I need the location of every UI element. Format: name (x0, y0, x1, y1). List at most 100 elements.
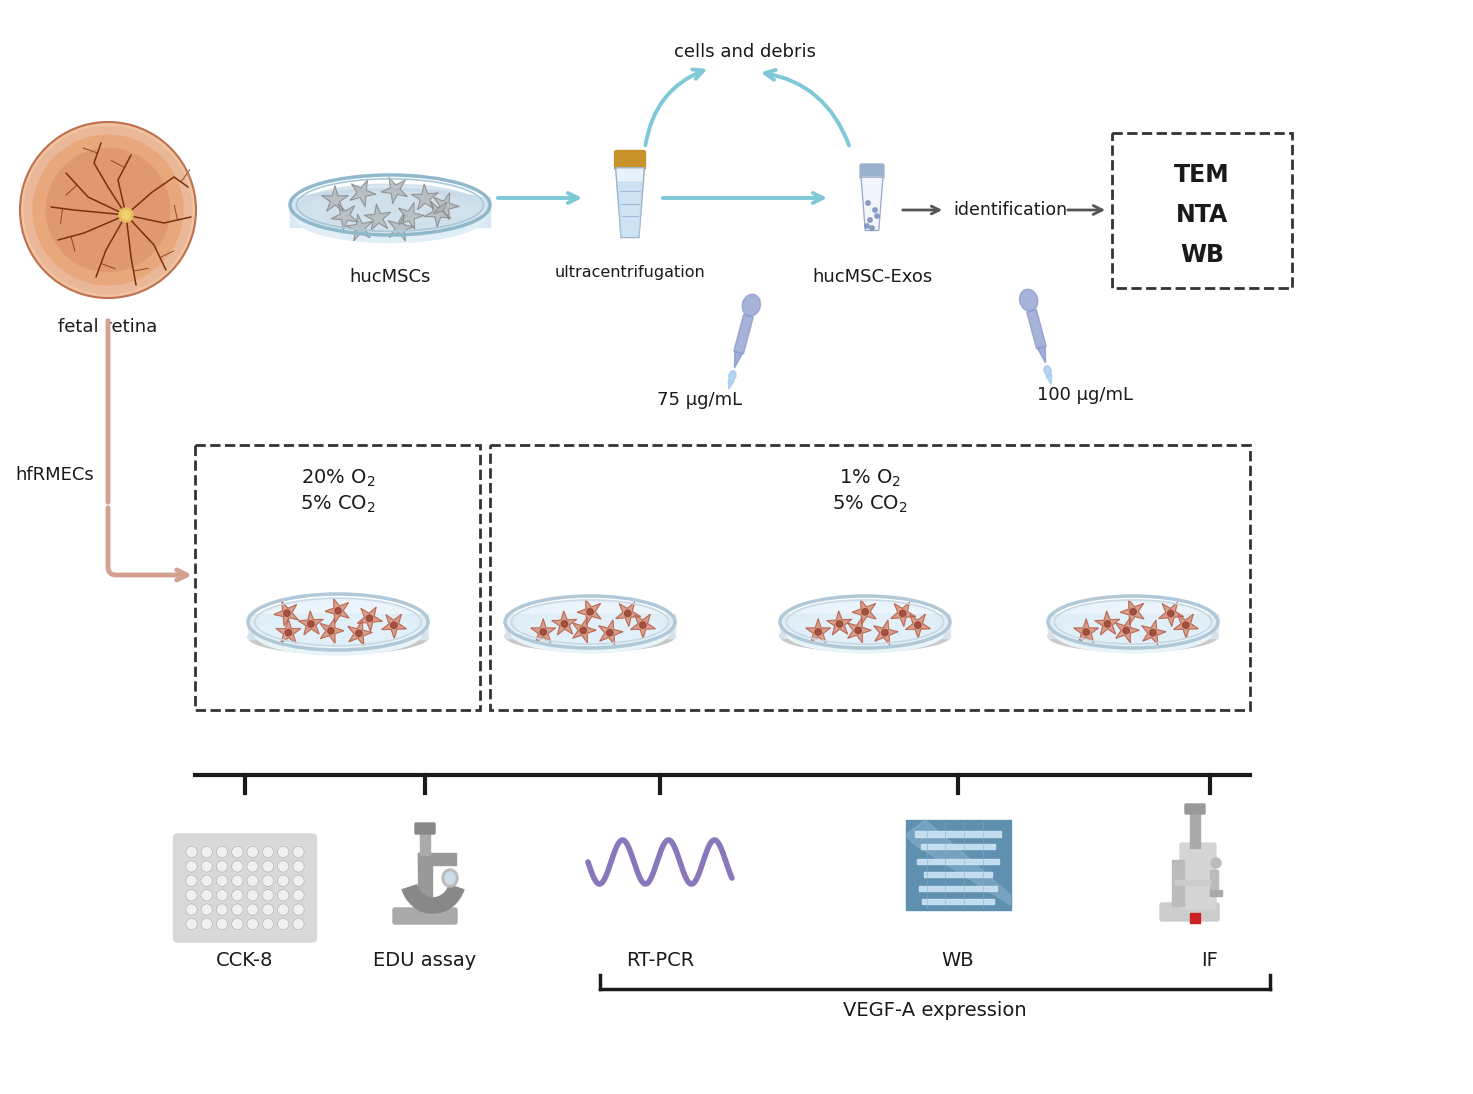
Bar (1190, 913, 1200, 923)
Circle shape (47, 149, 169, 271)
Polygon shape (331, 203, 358, 230)
Circle shape (1183, 621, 1189, 628)
Circle shape (580, 627, 586, 633)
Bar (1173, 860, 1184, 906)
Circle shape (284, 610, 290, 616)
FancyBboxPatch shape (1184, 804, 1205, 814)
Circle shape (186, 861, 197, 872)
FancyBboxPatch shape (1180, 843, 1217, 909)
Bar (418, 853, 457, 865)
Polygon shape (552, 612, 576, 635)
Text: RT-PCR: RT-PCR (626, 951, 694, 969)
Circle shape (277, 846, 289, 858)
Circle shape (1083, 629, 1090, 636)
Circle shape (1122, 627, 1130, 633)
Ellipse shape (1055, 602, 1212, 643)
Polygon shape (616, 167, 644, 237)
Polygon shape (411, 184, 437, 210)
Circle shape (869, 225, 873, 230)
Ellipse shape (290, 188, 491, 221)
Polygon shape (530, 619, 555, 642)
Circle shape (541, 629, 546, 636)
Polygon shape (1074, 619, 1099, 642)
Circle shape (293, 846, 305, 858)
Bar (781, 614, 950, 638)
Circle shape (327, 628, 334, 635)
Bar (1027, 310, 1046, 349)
Text: hucMSC-Exos: hucMSC-Exos (812, 268, 932, 286)
Bar (247, 614, 429, 639)
Polygon shape (321, 186, 348, 211)
Circle shape (868, 218, 872, 222)
Circle shape (625, 610, 630, 617)
Ellipse shape (505, 620, 675, 652)
Circle shape (217, 846, 228, 858)
Ellipse shape (1044, 365, 1052, 375)
Circle shape (293, 861, 305, 872)
Polygon shape (616, 603, 641, 627)
FancyBboxPatch shape (174, 834, 317, 942)
Polygon shape (619, 183, 641, 235)
Circle shape (25, 127, 191, 293)
Text: cells and debris: cells and debris (675, 43, 816, 61)
Circle shape (586, 608, 594, 615)
Circle shape (865, 224, 869, 229)
Circle shape (34, 136, 183, 284)
Circle shape (262, 889, 274, 901)
Polygon shape (826, 612, 851, 635)
Circle shape (1130, 608, 1136, 615)
Circle shape (231, 918, 243, 930)
Polygon shape (382, 177, 408, 203)
Circle shape (186, 904, 197, 916)
Text: hfRMECs: hfRMECs (16, 466, 94, 484)
FancyBboxPatch shape (393, 908, 457, 924)
Circle shape (247, 904, 258, 916)
Ellipse shape (442, 869, 458, 887)
Circle shape (186, 889, 197, 901)
Polygon shape (853, 600, 876, 625)
Circle shape (1168, 610, 1174, 617)
Circle shape (293, 904, 305, 916)
Bar (924, 872, 993, 876)
Circle shape (367, 615, 373, 621)
Polygon shape (433, 193, 460, 220)
Circle shape (247, 889, 258, 901)
Circle shape (293, 918, 305, 930)
FancyBboxPatch shape (1161, 903, 1220, 921)
Polygon shape (1115, 618, 1139, 642)
Ellipse shape (255, 600, 421, 644)
Text: hucMSCs: hucMSCs (349, 268, 430, 286)
Circle shape (837, 620, 843, 627)
Ellipse shape (787, 602, 944, 643)
Polygon shape (1094, 612, 1119, 635)
Ellipse shape (729, 371, 736, 381)
Ellipse shape (298, 184, 483, 232)
Circle shape (247, 918, 258, 930)
Text: IF: IF (1202, 951, 1218, 969)
Circle shape (262, 875, 274, 886)
Polygon shape (399, 202, 424, 229)
Circle shape (293, 889, 305, 901)
Circle shape (247, 846, 258, 858)
Circle shape (862, 608, 868, 615)
Circle shape (200, 904, 212, 916)
Text: 100 μg/mL: 100 μg/mL (1037, 386, 1133, 404)
FancyBboxPatch shape (860, 164, 884, 178)
Bar (921, 845, 994, 849)
Circle shape (217, 904, 228, 916)
Bar (1190, 810, 1200, 848)
Circle shape (1105, 620, 1111, 627)
Bar (1209, 870, 1218, 892)
Ellipse shape (295, 191, 485, 243)
Polygon shape (382, 615, 407, 638)
Ellipse shape (787, 614, 944, 653)
Bar (922, 899, 994, 904)
Polygon shape (348, 620, 373, 645)
Ellipse shape (511, 602, 669, 643)
Bar (915, 830, 1002, 837)
Circle shape (186, 918, 197, 930)
Circle shape (639, 621, 647, 628)
Ellipse shape (742, 294, 760, 316)
Circle shape (286, 629, 292, 636)
Text: 20% O$_2$: 20% O$_2$ (300, 467, 376, 489)
